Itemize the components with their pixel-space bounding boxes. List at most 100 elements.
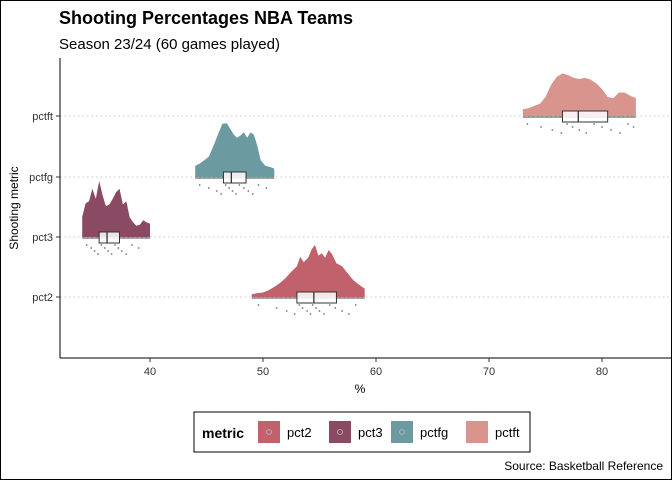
rain-point-pctfg [207,187,210,189]
x-tick-label: 80 [596,366,608,378]
density-pct2 [251,244,365,297]
legend-key-point-pctfg [399,429,405,435]
rain-point-pctft [566,123,568,125]
rain-point-pctft [560,132,563,134]
rain-point-pctft [551,129,554,131]
chart-title: Shooting Percentages NBA Teams [59,8,353,28]
rain-point-pct2 [328,304,331,306]
legend-key-point-pct3 [337,429,343,435]
x-axis-title: % [355,382,366,396]
rain-point-pct2 [298,304,301,306]
rain-point-pctfg [224,184,227,186]
rain-point-pctfg [238,184,241,186]
series-pct3 [82,181,150,255]
rain-point-pctfg [220,193,223,195]
rain-point-pct2 [293,313,296,315]
legend-label-pct3: pct3 [358,425,383,440]
rain-point-pctft [585,132,588,134]
legend-title: metric [202,425,244,441]
rain-point-pct3 [93,250,96,252]
rain-point-pct2 [275,307,278,309]
rain-point-pctft [619,132,621,134]
chart-caption: Source: Basketball Reference [504,459,663,473]
rain-point-pct2 [348,313,350,315]
rain-point-pct3 [90,247,93,249]
legend-key-pctft [466,421,488,443]
legend-key-pctfg [391,421,413,443]
rain-point-pctft [610,129,612,131]
y-tick-label: pctft [32,111,53,123]
rain-point-pctfg [235,193,237,195]
box-pct2 [296,291,337,304]
rain-point-pctft [627,123,629,125]
y-tick-label: pct3 [32,232,53,244]
rain-point-pctfg [231,190,234,192]
rain-point-pct2 [334,307,337,309]
rain-point-pct2 [315,307,317,309]
rain-point-pct3 [120,250,123,252]
rain-point-pctfg [198,184,201,186]
rain-point-pct2 [285,310,288,312]
legend-label-pctfg: pctfg [420,425,448,440]
y-axis: pct2 pct3 pctfg pctft [29,58,61,358]
plot-area [60,73,672,315]
rain-point-pctfg [265,187,268,189]
rain-point-pctfg [247,190,250,192]
rain-point-pctfg [251,193,254,195]
rain-point-pct3 [100,244,103,246]
box-pctfg [222,171,247,184]
x-axis: 40 50 60 70 80 [60,357,672,378]
rain-point-pct3 [103,247,106,249]
rain-point-pct3 [85,244,88,246]
rain-point-pctfg [257,184,260,186]
legend-label-pctft: pctft [495,425,520,440]
y-tick-label: pct2 [32,292,53,304]
rain-point-pctft [632,126,635,128]
rain-point-pct3 [110,253,113,255]
x-tick-label: 40 [144,366,156,378]
rain-point-pct3 [137,247,140,249]
rain-point-pctfg [228,187,231,189]
x-tick-label: 50 [257,366,269,378]
legend-key-pct2 [258,421,280,443]
series-pctft [522,73,636,134]
legend-key-point-pct2 [266,429,272,435]
box-pctft [561,110,609,123]
rain-point-pct3 [117,247,120,249]
rain-point-pctfg [242,187,245,189]
legend-label-pct2: pct2 [287,425,312,440]
rain-point-pctft [593,123,595,125]
series-pctfg [195,123,275,195]
rain-point-pct3 [114,244,116,246]
density-pct3 [82,181,150,237]
rain-point-pct3 [125,253,128,255]
rain-point-pct2 [309,313,312,315]
rain-point-pct2 [306,310,308,312]
x-tick-label: 70 [483,366,495,378]
rain-point-pct2 [341,310,343,312]
density-pctft [522,73,636,116]
rain-point-pct2 [311,304,314,306]
rain-point-pctfg [215,190,218,192]
rain-point-pct2 [301,307,304,309]
x-tick-label: 60 [370,366,382,378]
legend-key-pct3 [329,421,351,443]
rain-point-pctft [540,126,542,128]
rain-point-pctft [578,129,581,131]
y-tick-label: pctfg [29,172,53,184]
rain-point-pct2 [354,304,357,306]
rain-point-pct2 [257,304,260,306]
rain-point-pctft [571,126,574,128]
rain-point-pct3 [131,244,133,246]
rain-point-pct2 [323,313,325,315]
rain-point-pct3 [107,250,110,252]
rain-point-pct2 [318,310,321,312]
rain-point-pct3 [97,253,99,255]
chart-subtitle: Season 23/24 (60 games played) [59,36,280,53]
rain-point-pctft [526,123,529,125]
y-axis-title: Shooting metric [7,166,21,249]
legend: metric pct2 pct3 pctfg pctft [193,411,531,453]
density-pctfg [195,123,275,177]
rain-point-pctft [601,126,603,128]
